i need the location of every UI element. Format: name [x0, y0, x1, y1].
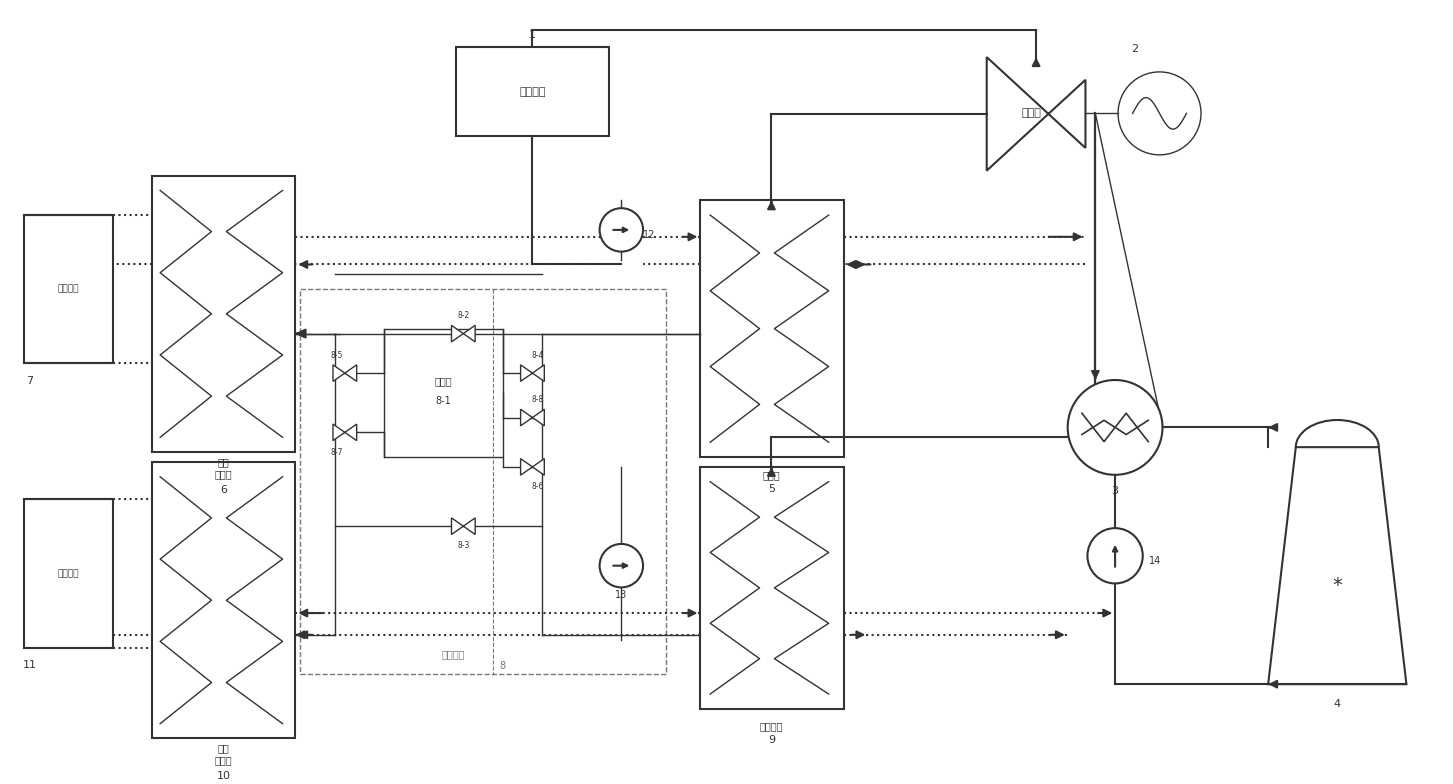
Circle shape — [1087, 528, 1142, 583]
Polygon shape — [520, 459, 532, 475]
Text: 换热站: 换热站 — [215, 755, 232, 765]
Text: 采暖用户: 采暖用户 — [58, 285, 78, 294]
Bar — [456, 47, 609, 136]
Text: 电站锅炉: 电站锅炉 — [519, 87, 546, 96]
Text: 2: 2 — [1132, 44, 1138, 54]
Polygon shape — [520, 409, 532, 426]
Text: 3: 3 — [1112, 485, 1119, 495]
Text: 二级: 二级 — [218, 743, 230, 753]
Polygon shape — [520, 365, 532, 381]
Text: 6: 6 — [219, 485, 227, 495]
Polygon shape — [532, 459, 545, 475]
Bar — [23, 499, 113, 648]
Text: 8-5: 8-5 — [331, 350, 343, 360]
Text: 7: 7 — [26, 376, 33, 386]
Text: 采暖用户: 采暖用户 — [58, 569, 78, 578]
Text: 8-3: 8-3 — [458, 542, 469, 550]
Bar — [23, 215, 113, 363]
Text: 14: 14 — [1148, 556, 1161, 566]
Circle shape — [600, 544, 644, 587]
Circle shape — [1068, 380, 1162, 475]
Text: 9: 9 — [767, 735, 774, 746]
Text: 8-2: 8-2 — [458, 311, 469, 321]
Text: 8-7: 8-7 — [331, 448, 343, 456]
Text: 热泵机组: 热泵机组 — [760, 721, 783, 731]
Polygon shape — [333, 365, 344, 381]
Circle shape — [1117, 72, 1202, 155]
Polygon shape — [987, 57, 1085, 171]
Text: 10: 10 — [216, 771, 231, 781]
Polygon shape — [464, 518, 475, 535]
Polygon shape — [532, 365, 545, 381]
Bar — [153, 462, 295, 739]
Polygon shape — [464, 325, 475, 342]
Polygon shape — [1268, 447, 1407, 684]
Circle shape — [600, 209, 644, 252]
Text: 5: 5 — [769, 484, 774, 494]
Text: 1: 1 — [529, 31, 536, 40]
Text: 12: 12 — [642, 230, 655, 240]
Text: 耦合器: 耦合器 — [434, 376, 452, 386]
Bar — [153, 176, 295, 452]
Text: 8-4: 8-4 — [532, 350, 543, 360]
Text: 11: 11 — [23, 660, 36, 670]
Text: 二级: 二级 — [218, 457, 230, 467]
Text: 加热器: 加热器 — [763, 470, 780, 480]
Bar — [700, 200, 844, 457]
Bar — [385, 328, 503, 457]
Bar — [700, 467, 844, 709]
Text: 8-8: 8-8 — [532, 395, 543, 405]
Text: 8-1: 8-1 — [436, 396, 452, 406]
Polygon shape — [452, 325, 464, 342]
Polygon shape — [452, 518, 464, 535]
Bar — [301, 289, 665, 674]
Text: 8: 8 — [500, 662, 506, 671]
Text: *: * — [1332, 576, 1343, 595]
Text: 8-6: 8-6 — [532, 482, 543, 491]
Text: 13: 13 — [615, 590, 628, 601]
Text: 汽轮机: 汽轮机 — [1021, 108, 1042, 118]
Polygon shape — [344, 365, 356, 381]
Text: 耦合系统: 耦合系统 — [442, 649, 465, 659]
Polygon shape — [333, 424, 344, 441]
Text: 4: 4 — [1334, 699, 1341, 709]
Text: 换热站: 换热站 — [215, 469, 232, 479]
Polygon shape — [344, 424, 356, 441]
Polygon shape — [532, 409, 545, 426]
